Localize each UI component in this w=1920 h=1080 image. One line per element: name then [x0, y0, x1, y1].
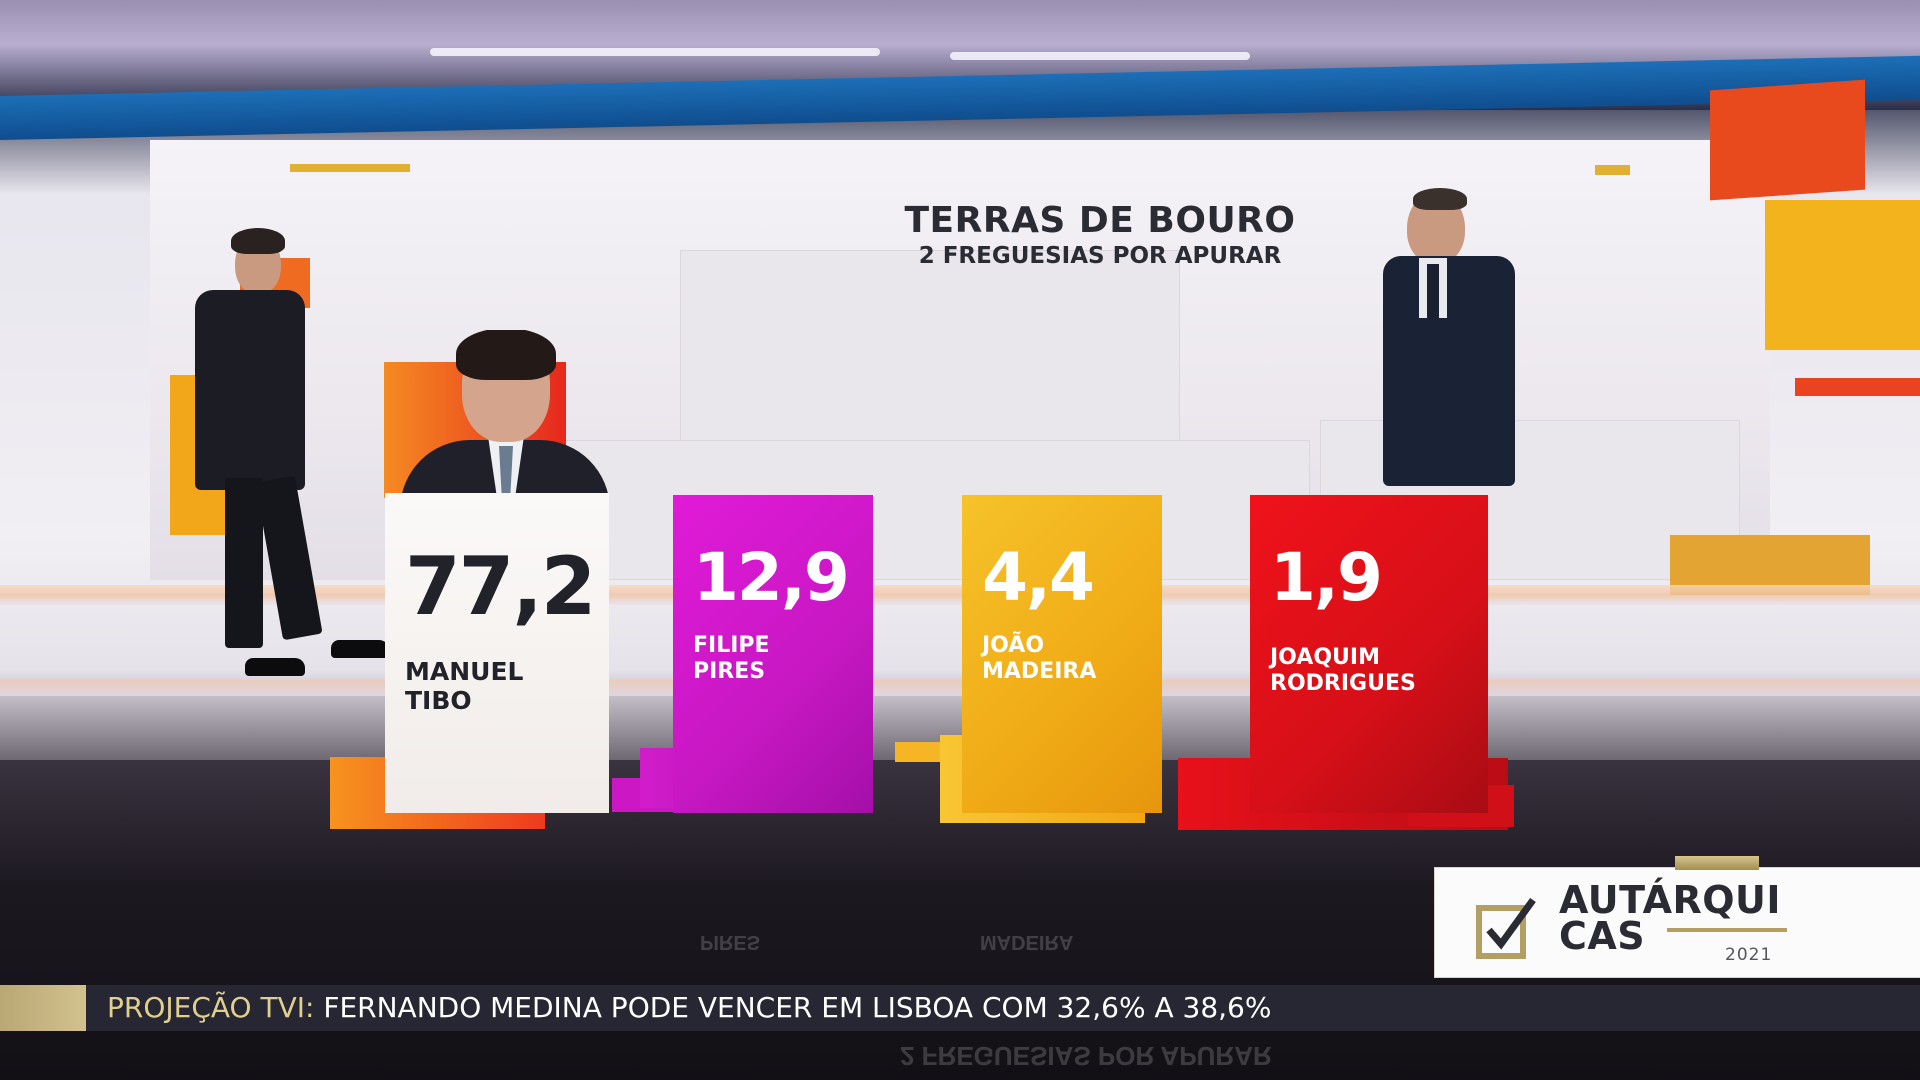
- checkbox-check-icon: [1476, 897, 1536, 959]
- result-percentage: 12,9: [693, 539, 850, 616]
- result-percentage: 77,2: [405, 540, 596, 633]
- result-percentage: 4,4: [982, 539, 1095, 616]
- graphic-title: TERRAS DE BOURO: [904, 200, 1296, 241]
- decor-block: [1710, 79, 1865, 201]
- video-wall: [150, 140, 1770, 580]
- ticker-gold-tab: [0, 985, 86, 1031]
- decor-stripe: [290, 164, 410, 172]
- logo-year: 2021: [1725, 945, 1773, 965]
- presenter-right: [1345, 188, 1525, 488]
- candidate-photo-manuel-tibo: [400, 330, 610, 498]
- candidate-last-name: TIBO: [405, 686, 472, 715]
- presenter-torso: [1383, 256, 1515, 486]
- decor-stripe: [1595, 165, 1630, 175]
- photo-tie: [499, 446, 513, 498]
- result-percentage: 1,9: [1270, 539, 1383, 616]
- candidate-first-name: MANUEL: [405, 657, 524, 686]
- presenter-left: [185, 228, 389, 688]
- presenter-hair: [1413, 188, 1467, 210]
- candidate-last-name: PIRES: [693, 658, 766, 684]
- ticker-text: PROJEÇÃO TVI: FERNANDO MEDINA PODE VENCE…: [107, 991, 1271, 1024]
- result-card-filipe-pires: 12,9 FILIPE PIRES: [673, 495, 873, 813]
- autarquicas-2021-logo: AUTÁRQUI CAS 2021: [1435, 856, 1920, 977]
- graphic-subtitle: 2 FREGUESIAS POR APURAR: [918, 243, 1282, 269]
- presenter-hair: [231, 228, 285, 254]
- ticker-label: PROJEÇÃO TVI:: [107, 991, 315, 1024]
- candidate-first-name: FILIPE: [693, 633, 770, 658]
- logo-line-2: CAS: [1559, 914, 1646, 958]
- wall-panel: [680, 250, 1180, 470]
- candidate-name: JOÃO MADEIRA: [982, 633, 1162, 684]
- decor-stripe: [1795, 378, 1920, 396]
- candidate-name: JOAQUIM RODRIGUES: [1270, 645, 1488, 696]
- news-ticker: PROJEÇÃO TVI: FERNANDO MEDINA PODE VENCE…: [0, 985, 1920, 1031]
- presenter-torso: [195, 290, 305, 490]
- ticker-message: FERNANDO MEDINA PODE VENCER EM LISBOA CO…: [323, 991, 1272, 1024]
- candidate-last-name: RODRIGUES: [1270, 670, 1416, 696]
- candidate-name: MANUEL TIBO: [405, 657, 609, 715]
- result-card-manuel-tibo: 77,2 MANUEL TIBO: [385, 493, 609, 813]
- logo-line-1: AUTÁRQUI: [1559, 878, 1782, 922]
- result-card-joaquim-rodrigues: 1,9 JOAQUIM RODRIGUES: [1250, 495, 1488, 813]
- wall-panel: [550, 440, 1310, 580]
- candidate-first-name: JOAQUIM: [1270, 645, 1380, 670]
- candidate-name: FILIPE PIRES: [693, 633, 873, 684]
- presenter-shoe: [331, 640, 389, 658]
- result-card-joao-madeira: 4,4 JOÃO MADEIRA: [962, 495, 1162, 813]
- logo-gold-bar: [1675, 856, 1759, 870]
- photo-hair: [456, 330, 556, 380]
- reflection-filipe-pires: PIRES: [700, 931, 761, 953]
- presenter-leg: [225, 478, 263, 648]
- ceiling-light: [950, 52, 1250, 60]
- graphic-title-block: TERRAS DE BOURO 2 FREGUESIAS POR APURAR: [880, 200, 1320, 269]
- ceiling-light: [430, 48, 880, 56]
- candidate-last-name: MADEIRA: [982, 658, 1097, 684]
- presenter-leg: [255, 475, 323, 641]
- decor-block: [1765, 200, 1920, 350]
- candidate-first-name: JOÃO: [982, 633, 1045, 658]
- logo-underline: [1667, 928, 1787, 932]
- presenter-tie: [1427, 264, 1439, 320]
- reflection-title: 2 FREGUESIAS POR APURAR: [900, 1041, 1272, 1071]
- presenter-shoe: [245, 658, 305, 676]
- reflection-joao-madeira: MADEIRA: [980, 931, 1074, 953]
- logo-wordmark: AUTÁRQUI CAS: [1559, 878, 1782, 958]
